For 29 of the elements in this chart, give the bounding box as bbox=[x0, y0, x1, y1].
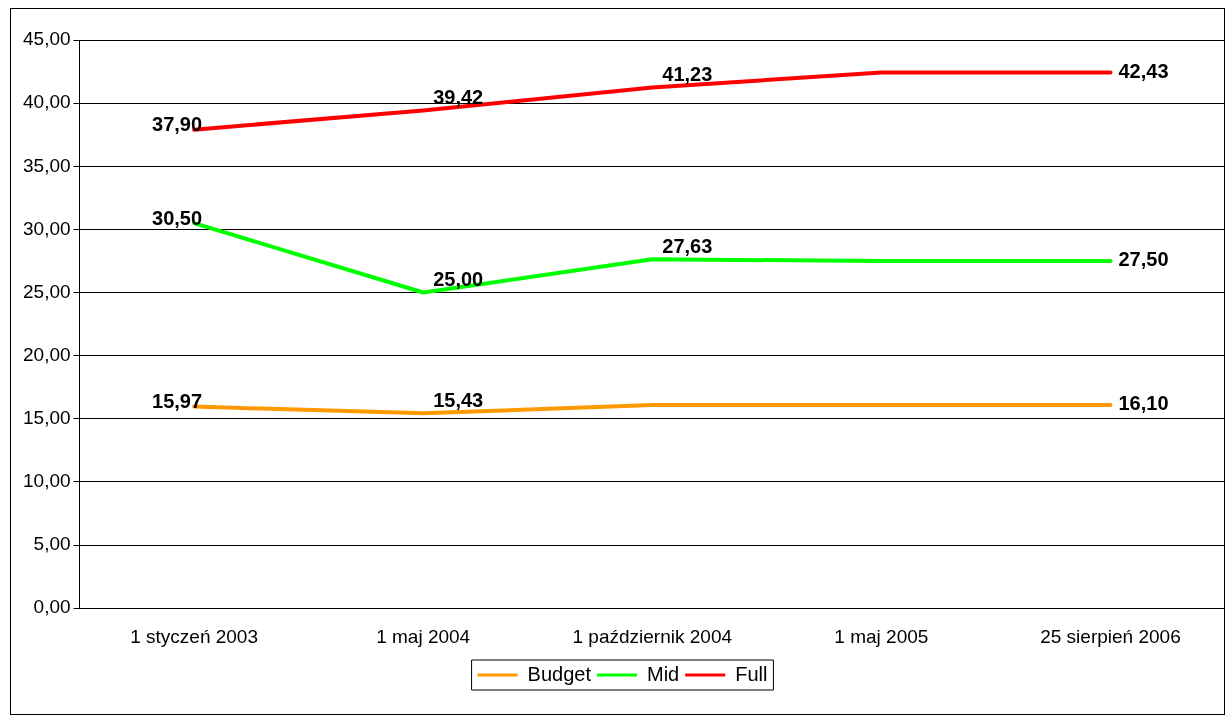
x-tick-label: 25 sierpień 2006 bbox=[1040, 625, 1181, 647]
legend-label: Full bbox=[735, 662, 768, 685]
data-label: 16,10 bbox=[1118, 392, 1169, 415]
data-label: 15,97 bbox=[152, 390, 203, 413]
legend-label: Budget bbox=[527, 662, 592, 685]
y-tick-label: 30,00 bbox=[23, 217, 71, 239]
data-label: 15,43 bbox=[433, 388, 484, 411]
y-tick-label: 0,00 bbox=[33, 596, 71, 618]
y-tick-label: 5,00 bbox=[33, 533, 71, 555]
data-label: 27,50 bbox=[1118, 248, 1169, 271]
x-tick-label: 1 październik 2004 bbox=[572, 625, 733, 647]
y-tick-label: 40,00 bbox=[23, 91, 71, 113]
data-label: 42,43 bbox=[1118, 59, 1169, 82]
data-label: 37,90 bbox=[152, 113, 203, 136]
x-tick-label: 1 maj 2005 bbox=[834, 625, 929, 647]
data-label: 39,42 bbox=[433, 85, 484, 108]
data-label: 25,00 bbox=[433, 268, 484, 291]
y-tick-label: 35,00 bbox=[23, 154, 71, 176]
y-tick-label: 45,00 bbox=[23, 28, 71, 50]
y-tick-label: 25,00 bbox=[23, 280, 71, 302]
data-label: 27,63 bbox=[662, 234, 713, 257]
x-tick-label: 1 maj 2004 bbox=[376, 625, 471, 647]
data-label: 30,50 bbox=[152, 206, 203, 229]
y-tick-label: 10,00 bbox=[23, 470, 71, 492]
data-label: 41,23 bbox=[662, 63, 713, 86]
y-tick-label: 15,00 bbox=[23, 407, 71, 429]
legend-label: Mid bbox=[646, 662, 680, 685]
y-tick-label: 20,00 bbox=[23, 343, 71, 365]
x-tick-label: 1 styczeń 2003 bbox=[130, 625, 258, 647]
